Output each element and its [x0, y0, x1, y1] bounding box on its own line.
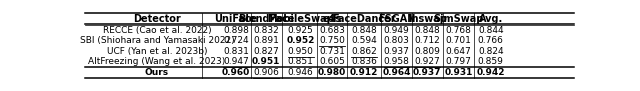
Text: 0.937: 0.937 [383, 47, 410, 56]
Text: FSGAN: FSGAN [378, 14, 415, 24]
Text: 0.937: 0.937 [413, 68, 442, 77]
Text: 0.836: 0.836 [351, 57, 377, 66]
Text: 0.809: 0.809 [414, 47, 440, 56]
Text: 0.712: 0.712 [414, 36, 440, 45]
Text: BlendFace: BlendFace [238, 14, 294, 24]
Text: 0.803: 0.803 [383, 36, 410, 45]
Text: 0.980: 0.980 [318, 68, 346, 77]
Text: 0.906: 0.906 [253, 68, 279, 77]
Text: 0.724: 0.724 [223, 36, 249, 45]
Text: Detector: Detector [133, 14, 180, 24]
Text: SimSwap: SimSwap [433, 14, 484, 24]
Text: MobileSwap: MobileSwap [268, 14, 334, 24]
Text: 0.701: 0.701 [445, 36, 472, 45]
Text: 0.827: 0.827 [253, 47, 279, 56]
Text: 0.750: 0.750 [319, 36, 345, 45]
Text: RECCE (Cao et al. 2022): RECCE (Cao et al. 2022) [102, 26, 211, 35]
Text: Inswap: Inswap [408, 14, 447, 24]
Text: 0.824: 0.824 [478, 47, 504, 56]
Text: 0.844: 0.844 [478, 26, 504, 35]
Text: Avg.: Avg. [479, 14, 503, 24]
Text: 0.832: 0.832 [253, 26, 279, 35]
Text: 0.950: 0.950 [288, 47, 314, 56]
Text: 0.605: 0.605 [319, 57, 345, 66]
Text: 0.768: 0.768 [445, 26, 472, 35]
Text: 0.912: 0.912 [350, 68, 378, 77]
Text: 0.949: 0.949 [383, 26, 410, 35]
Text: 0.647: 0.647 [445, 47, 471, 56]
Text: 0.851: 0.851 [288, 57, 314, 66]
Text: 0.862: 0.862 [351, 47, 377, 56]
Text: 0.927: 0.927 [414, 57, 440, 66]
Text: 0.797: 0.797 [445, 57, 472, 66]
Text: UniFace: UniFace [214, 14, 258, 24]
Text: 0.946: 0.946 [288, 68, 314, 77]
Text: 0.958: 0.958 [383, 57, 410, 66]
Text: 0.952: 0.952 [287, 36, 315, 45]
Text: 0.964: 0.964 [382, 68, 411, 77]
Text: FaceDancer: FaceDancer [332, 14, 396, 24]
Text: 0.898: 0.898 [223, 26, 249, 35]
Text: 0.683: 0.683 [319, 26, 345, 35]
Text: 0.848: 0.848 [351, 26, 377, 35]
Text: 0.731: 0.731 [319, 47, 345, 56]
Text: AltFreezing (Wang et al. 2023): AltFreezing (Wang et al. 2023) [88, 57, 225, 66]
Text: 0.951: 0.951 [252, 57, 280, 66]
Text: 0.925: 0.925 [288, 26, 314, 35]
Text: 0.891: 0.891 [253, 36, 279, 45]
Text: 0.931: 0.931 [444, 68, 472, 77]
Text: 0.859: 0.859 [477, 57, 504, 66]
Text: SBI (Shiohara and Yamasaki 2022): SBI (Shiohara and Yamasaki 2022) [79, 36, 234, 45]
Text: UCF (Yan et al. 2023b): UCF (Yan et al. 2023b) [107, 47, 207, 56]
Text: 0.766: 0.766 [477, 36, 504, 45]
Text: 0.594: 0.594 [351, 36, 377, 45]
Text: Ours: Ours [145, 68, 169, 77]
Text: 0.831: 0.831 [223, 47, 249, 56]
Text: 0.848: 0.848 [414, 26, 440, 35]
Text: e4s: e4s [323, 14, 342, 24]
Text: 0.960: 0.960 [222, 68, 250, 77]
Text: 0.942: 0.942 [476, 68, 505, 77]
Text: 0.947: 0.947 [223, 57, 249, 66]
